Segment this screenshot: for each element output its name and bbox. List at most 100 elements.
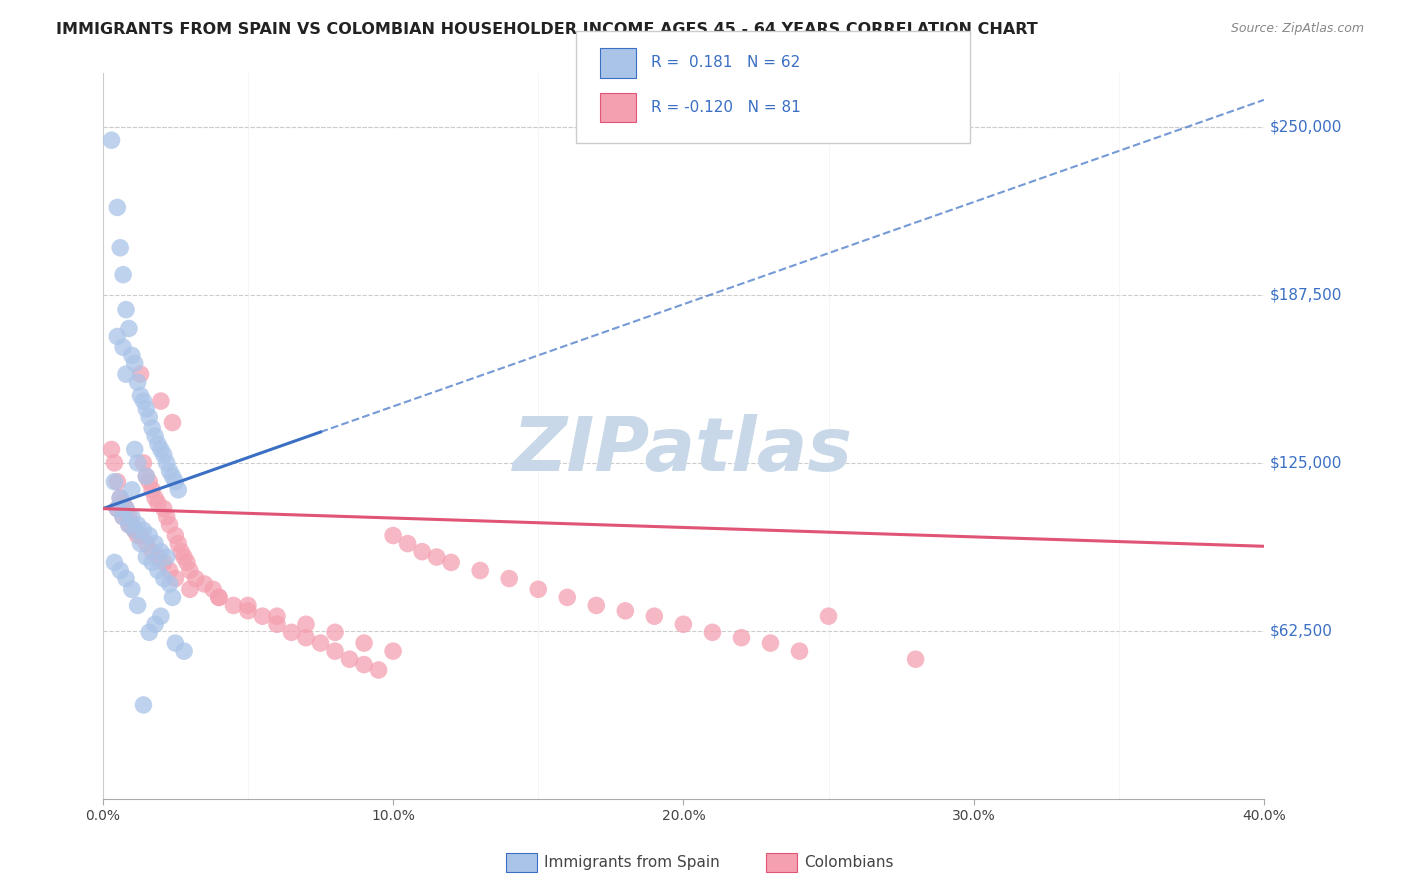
Point xyxy=(149,609,172,624)
Point xyxy=(110,491,132,505)
Point xyxy=(146,496,169,510)
Point xyxy=(367,663,389,677)
Point xyxy=(146,437,169,451)
Point xyxy=(159,464,181,478)
Point xyxy=(152,501,174,516)
Point xyxy=(236,599,259,613)
Point xyxy=(222,599,245,613)
Point xyxy=(165,528,187,542)
Point xyxy=(110,491,132,505)
Point xyxy=(323,644,346,658)
Point xyxy=(170,544,193,558)
Point xyxy=(127,456,149,470)
Text: Immigrants from Spain: Immigrants from Spain xyxy=(544,855,720,870)
Point xyxy=(323,625,346,640)
Point xyxy=(266,609,288,624)
Point xyxy=(121,582,143,597)
Point xyxy=(295,631,318,645)
Point xyxy=(156,456,179,470)
Point xyxy=(124,523,146,537)
Point xyxy=(167,536,190,550)
Point xyxy=(115,572,138,586)
Point xyxy=(127,528,149,542)
Point xyxy=(110,564,132,578)
Point xyxy=(132,698,155,712)
Point xyxy=(105,475,128,489)
Point xyxy=(112,268,135,282)
Point xyxy=(173,549,195,564)
Point xyxy=(208,591,231,605)
Text: ZIPatlas: ZIPatlas xyxy=(513,414,853,487)
Point xyxy=(132,394,155,409)
Text: $125,000: $125,000 xyxy=(1270,456,1343,470)
Point xyxy=(146,549,169,564)
Point xyxy=(280,625,302,640)
Point xyxy=(138,410,160,425)
Point xyxy=(162,591,184,605)
Point xyxy=(115,501,138,516)
Point xyxy=(132,456,155,470)
Point xyxy=(112,340,135,354)
Point xyxy=(759,636,782,650)
Point xyxy=(100,442,122,457)
Point xyxy=(382,644,405,658)
Point xyxy=(141,544,163,558)
Point xyxy=(156,549,179,564)
Point xyxy=(127,376,149,390)
Point xyxy=(124,523,146,537)
Point xyxy=(440,556,463,570)
Text: $187,500: $187,500 xyxy=(1270,287,1343,302)
Point xyxy=(135,536,157,550)
Point xyxy=(149,394,172,409)
Point xyxy=(100,133,122,147)
Point xyxy=(159,577,181,591)
Point xyxy=(121,509,143,524)
Point xyxy=(105,329,128,343)
Point xyxy=(110,241,132,255)
Point xyxy=(129,528,152,542)
Text: R =  0.181   N = 62: R = 0.181 N = 62 xyxy=(651,55,800,70)
Point xyxy=(266,617,288,632)
Point xyxy=(411,544,433,558)
Point xyxy=(382,528,405,542)
Point xyxy=(179,564,201,578)
Point xyxy=(295,617,318,632)
Point xyxy=(614,604,637,618)
Point xyxy=(152,448,174,462)
Point xyxy=(121,348,143,362)
Point xyxy=(152,572,174,586)
Point xyxy=(789,644,811,658)
Point xyxy=(555,591,578,605)
Point xyxy=(149,442,172,457)
Text: Colombians: Colombians xyxy=(804,855,894,870)
Point xyxy=(135,469,157,483)
Point xyxy=(159,517,181,532)
Point xyxy=(103,475,125,489)
Point xyxy=(138,528,160,542)
Point xyxy=(817,609,839,624)
Point xyxy=(143,429,166,443)
Point xyxy=(643,609,665,624)
Point xyxy=(159,564,181,578)
Point xyxy=(129,389,152,403)
Point xyxy=(141,556,163,570)
Point xyxy=(143,491,166,505)
Point xyxy=(141,483,163,497)
Point xyxy=(165,572,187,586)
Point xyxy=(252,609,274,624)
Point xyxy=(179,582,201,597)
Point xyxy=(146,564,169,578)
Point xyxy=(118,509,141,524)
Point xyxy=(105,501,128,516)
Point xyxy=(135,549,157,564)
Point xyxy=(165,636,187,650)
Point xyxy=(124,356,146,370)
Point xyxy=(124,442,146,457)
Point xyxy=(103,456,125,470)
Point xyxy=(426,549,449,564)
Point xyxy=(702,625,724,640)
Point xyxy=(176,556,198,570)
Point xyxy=(143,617,166,632)
Point xyxy=(124,523,146,537)
Point xyxy=(339,652,361,666)
